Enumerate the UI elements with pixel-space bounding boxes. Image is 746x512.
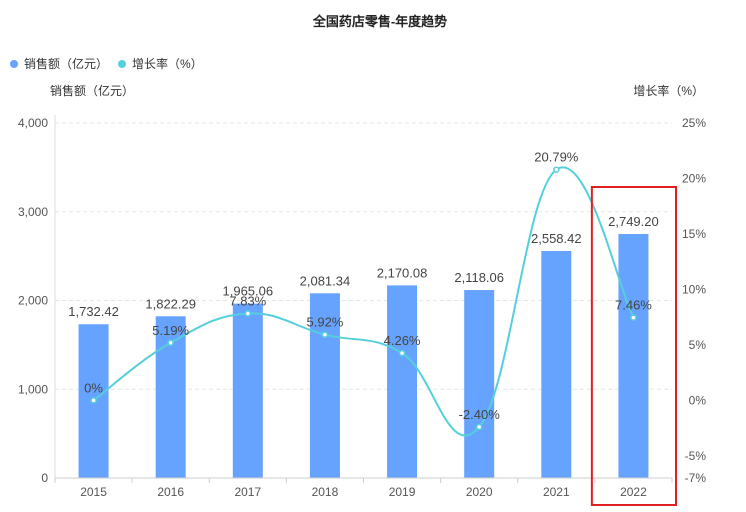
bar[interactable]	[387, 285, 418, 478]
growth-value-label: 0%	[84, 380, 103, 395]
bar-value-label: 2,170.08	[377, 265, 428, 280]
growth-value-label: 7.83%	[229, 293, 266, 308]
x-tick-label: 2017	[234, 485, 261, 499]
growth-point[interactable]	[475, 423, 483, 431]
legend-bar-swatch	[10, 60, 18, 68]
right-tick-label: -5%	[685, 449, 707, 463]
bar-value-label: 2,118.06	[454, 270, 504, 285]
left-tick-label: 4,000	[18, 116, 48, 130]
growth-point[interactable]	[90, 397, 97, 404]
bar-series	[78, 234, 649, 478]
growth-labels: 0% 5.19% 7.83% 5.92% 4.26% -2.40% 20.79% 7.46%	[84, 150, 652, 422]
right-tick-label: 0%	[689, 393, 707, 407]
bar-value-label: 1,822.29	[145, 296, 196, 311]
x-tick-label: 2015	[80, 485, 107, 499]
right-tick-label: 15%	[682, 227, 706, 241]
x-tick-label: 2022	[620, 485, 647, 499]
right-tick-label: -7%	[685, 471, 707, 485]
growth-point[interactable]	[244, 310, 252, 317]
bar[interactable]	[232, 303, 263, 478]
left-axis-name: 销售额（亿元）	[50, 83, 134, 98]
highlight-2022-box	[590, 186, 677, 506]
x-tick-label: 2020	[466, 485, 493, 499]
chart-title: 全国药店零售-年度趋势	[312, 14, 447, 29]
legend[interactable]: 销售额（亿元） 增长率（%）	[10, 56, 203, 71]
growth-value-label: -2.40%	[459, 407, 501, 422]
right-tick-label: 25%	[682, 116, 706, 130]
right-axis-name: 增长率（%）	[633, 83, 704, 98]
x-tick-label: 2019	[389, 485, 416, 499]
growth-value-label: 20.79%	[534, 150, 579, 165]
right-axis-ticks: -7% -5% 0% 5% 10% 15% 20% 25%	[682, 116, 706, 485]
growth-value-label: 5.92%	[307, 315, 344, 330]
x-tick-label: 2021	[543, 485, 570, 499]
legend-line-label[interactable]: 增长率（%）	[132, 56, 203, 71]
bar-value-label: 2,558.42	[531, 231, 582, 246]
growth-value-label: 5.19%	[152, 323, 189, 338]
right-tick-label: 10%	[682, 282, 706, 296]
bar-value-label: 2,081.34	[300, 273, 351, 288]
highlight-box	[590, 186, 677, 506]
growth-point[interactable]	[167, 339, 174, 347]
left-tick-label: 3,000	[18, 205, 48, 219]
legend-bar-label[interactable]: 销售额（亿元）	[24, 56, 108, 71]
growth-point[interactable]	[630, 314, 637, 321]
right-tick-label: 5%	[689, 338, 707, 352]
bar[interactable]	[541, 250, 572, 478]
x-axis: 2015 2016 2017 2018 2019 2020 2021 2022	[54, 477, 673, 499]
bar[interactable]	[309, 293, 340, 478]
right-tick-label: 20%	[682, 171, 706, 185]
bar-labels: 1,732.42 1,822.29 1,965.06 2,081.34 2,170.08…	[68, 214, 658, 319]
x-tick-label: 2018	[312, 485, 339, 499]
growth-point[interactable]	[398, 349, 406, 357]
bar[interactable]	[464, 290, 495, 478]
x-tick-label: 2016	[157, 485, 184, 499]
growth-value-label: 4.26%	[384, 333, 421, 348]
growth-point[interactable]	[553, 166, 560, 173]
left-axis-ticks: 0 1,000 2,000 3,000 4,000	[18, 116, 48, 485]
bar-value-label: 1,732.42	[68, 304, 119, 319]
legend-line-swatch	[118, 60, 126, 68]
bar[interactable]	[618, 234, 649, 478]
growth-value-label: 7.46%	[615, 298, 652, 313]
bar-value-label: 1,965.06	[223, 284, 274, 299]
growth-line-series	[90, 166, 637, 437]
left-tick-label: 2,000	[18, 294, 48, 308]
growth-point[interactable]	[321, 331, 329, 338]
left-tick-label: 0	[41, 471, 48, 485]
bar-value-label: 2,749.20	[608, 214, 659, 229]
left-tick-label: 1,000	[18, 382, 48, 396]
